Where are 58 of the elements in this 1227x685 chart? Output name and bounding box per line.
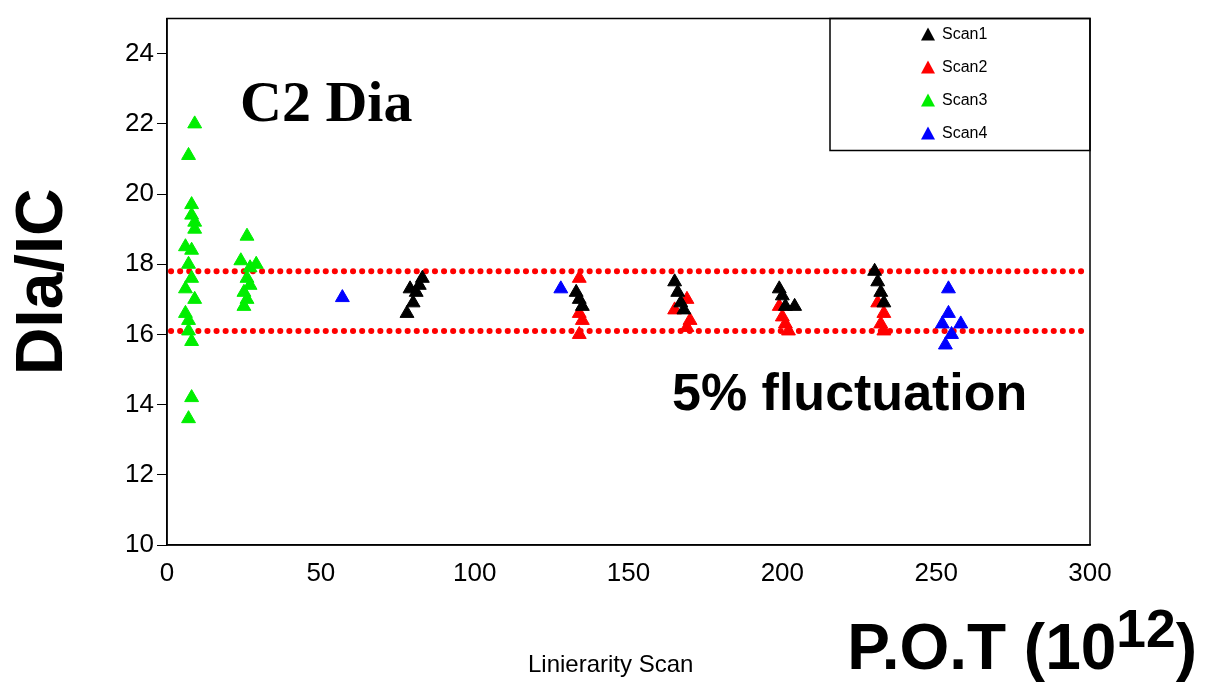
x-tick-label: 150	[606, 556, 651, 587]
x-tick-label: 300	[1068, 556, 1112, 587]
annotation: C2 Dia	[240, 68, 413, 135]
point	[187, 290, 203, 304]
point	[873, 283, 889, 297]
point	[953, 315, 969, 329]
x-tick-label: 250	[914, 556, 958, 587]
point	[181, 255, 196, 269]
point	[187, 115, 203, 129]
legend-label: Scan4	[942, 124, 988, 142]
point	[867, 262, 883, 276]
point	[239, 227, 255, 241]
point	[941, 280, 956, 294]
point	[667, 273, 683, 287]
point	[941, 304, 956, 318]
point	[242, 259, 258, 273]
x-tick-label: 100	[452, 556, 497, 587]
point	[574, 311, 590, 325]
point	[787, 297, 803, 311]
point	[184, 196, 200, 210]
legend-label: Scan2	[942, 58, 988, 76]
point	[181, 146, 196, 160]
x-tick-label: 0	[159, 556, 175, 587]
point	[870, 273, 886, 287]
point	[184, 269, 200, 283]
y-tick-label: 22	[125, 107, 154, 138]
text: Linierarity Scan	[528, 650, 694, 678]
point	[181, 322, 196, 336]
y-tick-label: 24	[125, 36, 154, 67]
point	[553, 280, 569, 294]
point	[876, 294, 892, 308]
point	[571, 325, 587, 339]
legend-label: Scan1	[942, 25, 988, 43]
x-axis-title: P.O.T (10$^{12}$)	[847, 598, 1197, 685]
x-tick-label: 50	[306, 556, 336, 587]
point	[233, 252, 249, 266]
point	[944, 325, 959, 339]
y-tick-label: 16	[125, 317, 154, 348]
y-tick-label: 10	[125, 528, 154, 559]
x-tick-label: 200	[760, 556, 805, 587]
point	[405, 294, 421, 308]
y-tick-label: 14	[125, 387, 154, 418]
point	[184, 241, 200, 255]
point	[414, 269, 430, 283]
point	[670, 283, 686, 297]
y-tick-label: 12	[125, 457, 154, 488]
point	[181, 410, 196, 424]
point	[178, 280, 193, 294]
point	[937, 336, 953, 350]
y-tick-label: 20	[125, 177, 154, 208]
point	[934, 315, 950, 329]
y-axis-title: DIa/IC	[1, 188, 76, 376]
point	[334, 289, 350, 303]
y-tick-label: 18	[125, 247, 154, 278]
annotation: 5% fluctuation	[672, 362, 1028, 422]
point	[184, 389, 200, 403]
point	[781, 322, 796, 336]
legend-label: Scan3	[942, 91, 988, 109]
